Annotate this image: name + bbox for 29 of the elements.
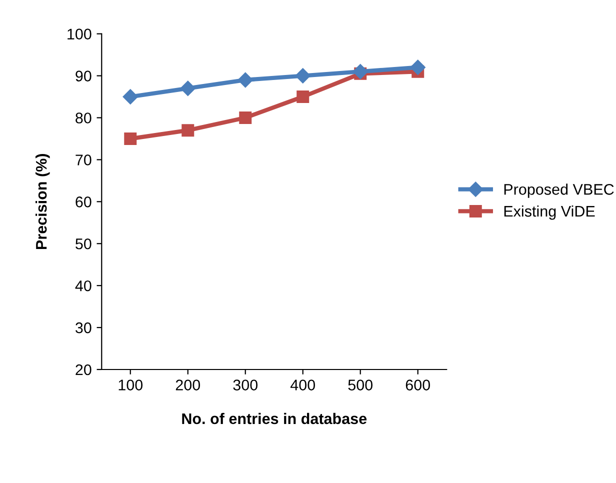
- y-tick-label: 30: [76, 322, 92, 334]
- point: [238, 72, 253, 88]
- point: [352, 64, 368, 80]
- y-tick-label: 90: [76, 70, 92, 82]
- x-tick-label: 600: [406, 380, 430, 390]
- y-axis-title: Precision (%): [36, 154, 50, 250]
- y-tick-label: 50: [76, 238, 92, 250]
- legend-label: Proposed VBEC: [504, 184, 614, 198]
- point: [295, 68, 310, 84]
- point: [296, 90, 310, 103]
- y-tick-label: 100: [68, 28, 92, 40]
- y-tick-label: 70: [76, 154, 92, 166]
- point: [180, 80, 196, 96]
- x-tick-label: 200: [176, 380, 200, 390]
- x-tick-label: 100: [118, 380, 143, 390]
- point: [410, 60, 426, 75]
- point: [182, 124, 194, 137]
- y-tick-label: 20: [76, 364, 92, 376]
- y-tick-label: 40: [75, 280, 92, 292]
- y-tick-label: 60: [76, 196, 92, 208]
- x-axis-title: No. of entries in database: [182, 412, 367, 424]
- point: [124, 132, 137, 145]
- point: [122, 89, 138, 104]
- point: [239, 111, 252, 124]
- x-tick-label: 500: [348, 380, 373, 390]
- x-tick-label: 400: [290, 380, 316, 390]
- y-tick-label: 80: [76, 112, 92, 124]
- legend-label: Existing ViDE: [504, 205, 595, 220]
- x-tick-label: 300: [233, 380, 258, 390]
